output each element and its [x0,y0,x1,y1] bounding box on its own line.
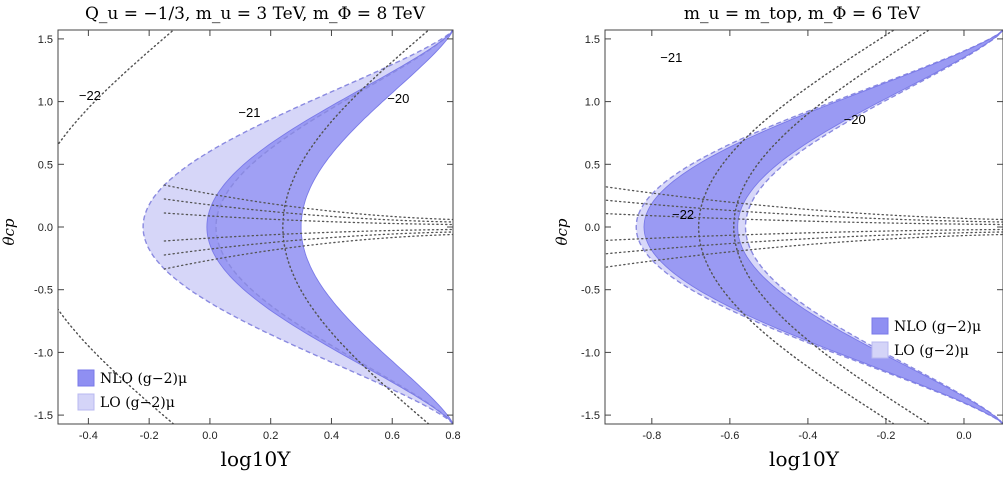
contour-label: −22 [672,207,694,222]
lo-edge-right [744,30,1003,424]
x-tick-label: -0.2 [140,430,159,442]
x-tick-label: -0.2 [876,430,895,442]
contour-line-horizontal [163,198,453,223]
lo-edge-right [215,30,453,424]
y-tick-label: 1.0 [585,97,600,109]
contour-label: −21 [660,50,682,65]
contour-line-horizontal [163,228,453,242]
plot-area [58,30,453,424]
chart-title: m_u = m_top, m_Φ = 6 TeV [684,4,921,24]
nlo-edge-right [300,30,453,424]
x-tick-label: -0.6 [720,430,739,442]
contour-label: −21 [238,105,260,120]
legend-label: NLO (g−2)μ [100,371,187,387]
legend-swatch [77,393,95,411]
legend-swatch [871,317,889,335]
y-tick-label: -1.0 [34,347,53,359]
x-tick-label: 0.0 [956,430,971,442]
y-tick-label: 1.5 [38,34,53,46]
x-axis-label: log10Y [769,447,840,471]
contour-label: −20 [844,112,866,127]
contour-line-horizontal [605,186,1003,221]
x-tick-label: 0.0 [202,430,217,442]
y-tick-label: -0.5 [581,285,600,297]
x-tick-label: 0.8 [445,430,460,442]
x-axis-label: log10Y [221,447,292,471]
contour-line-mirror [697,30,895,424]
contour-line-horizontal [605,233,1003,268]
y-tick-label: 0.0 [585,222,600,234]
y-tick-label: 0.0 [38,222,53,234]
y-tick-label: 1.0 [38,97,53,109]
nlo-edge-right [737,30,1003,424]
y-tick-label: 1.5 [585,34,600,46]
x-tick-label: -0.8 [642,430,661,442]
y-tick-label: -1.0 [581,347,600,359]
nlo-edge-left [643,30,1003,424]
contour-label: −22 [79,88,101,103]
x-tick-label: -0.4 [798,430,817,442]
nlo-band [644,30,1003,424]
contour-line-mirror [733,30,930,424]
y-tick-label: -1.5 [34,410,53,422]
x-tick-label: 0.2 [263,430,278,442]
lo-edge-left [142,30,453,424]
chart-title: Q_u = −1/3, m_u = 3 TeV, m_Φ = 8 TeV [85,4,426,24]
y-axis-label: θcp [0,218,18,245]
y-tick-label: -1.5 [581,410,600,422]
panel-1: −22 −21 −20 -0.4 -0.2 0.0 0.2 0.4 0.6 0.8 -1.5 -1.0… [0,4,461,471]
contour-line-horizontal [163,212,453,226]
legend-label: LO (g−2)μ [100,395,175,411]
contour-line-mirror [282,30,430,424]
contour-line-horizontal [163,184,453,221]
legend-label: NLO (g−2)μ [894,319,981,335]
x-tick-label: -0.4 [79,430,98,442]
legend-label: LO (g−2)μ [894,343,969,359]
lo-edge-left [635,30,1003,424]
nlo-edge-left [206,30,453,424]
x-tick-label: 0.4 [324,430,339,442]
plot-area [605,30,1003,424]
nlo-band [206,30,453,424]
y-tick-label: 0.5 [38,159,53,171]
y-axis-label: θcp [553,218,571,245]
legend-swatch [871,341,889,359]
contour-line-mirror [58,30,175,424]
legend-swatch [77,369,95,387]
lo-band [143,30,453,424]
y-tick-label: -0.5 [34,285,53,297]
contour-label: −20 [387,91,409,106]
contour-line-horizontal [163,231,453,256]
contour-line-horizontal [163,233,453,270]
y-tick-label: 0.5 [585,159,600,171]
panel-2: −22 −21 −20 -0.8 -0.6 -0.4 -0.2 0.0 -1.5 -1.0 -0.5… [553,4,1003,471]
x-tick-label: 0.6 [385,430,400,442]
